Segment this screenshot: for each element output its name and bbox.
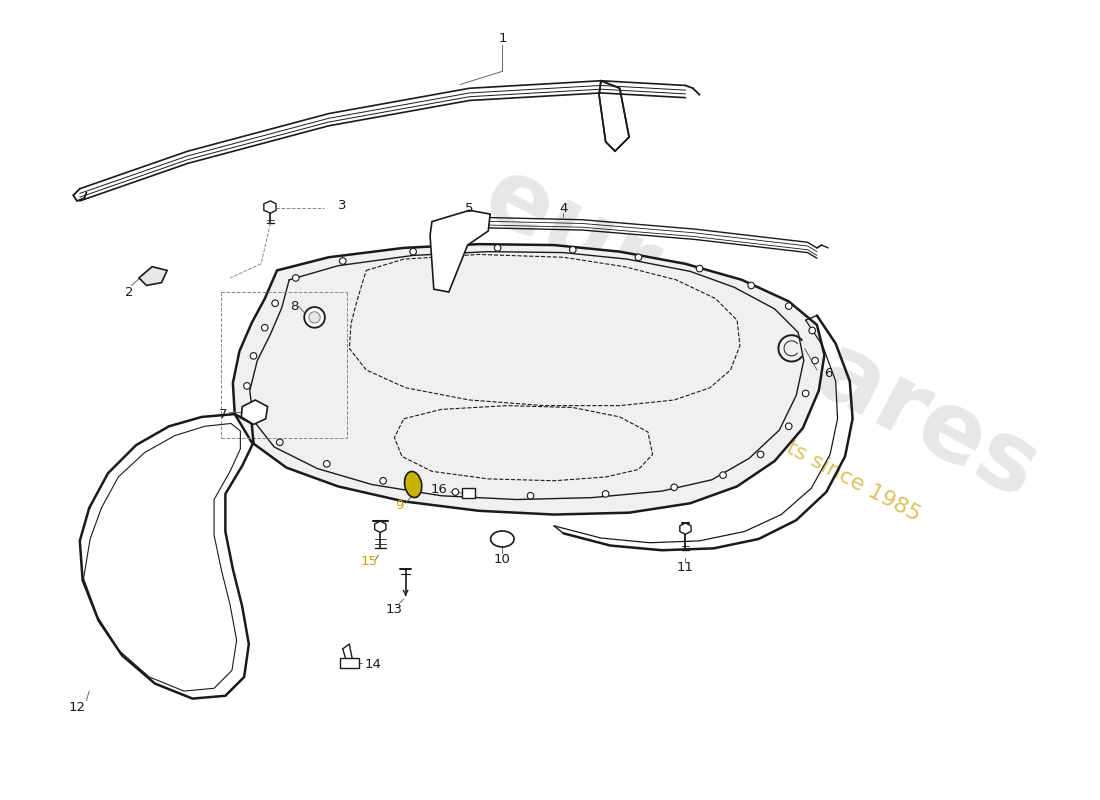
Text: 5: 5 [465,202,474,215]
Polygon shape [680,523,691,534]
Ellipse shape [252,414,258,420]
Ellipse shape [250,353,256,359]
Ellipse shape [603,490,609,497]
Ellipse shape [491,531,514,547]
Polygon shape [139,266,167,286]
Ellipse shape [719,472,726,478]
Polygon shape [241,400,267,425]
Ellipse shape [405,471,421,498]
Ellipse shape [808,327,815,334]
Text: 15: 15 [361,555,377,568]
Ellipse shape [276,439,283,446]
Ellipse shape [812,358,818,364]
Polygon shape [600,81,629,151]
Ellipse shape [309,312,320,323]
Ellipse shape [262,325,268,331]
Ellipse shape [272,300,278,306]
Text: 4: 4 [559,202,568,215]
Text: 9: 9 [395,498,404,512]
Text: 13: 13 [386,603,403,616]
Polygon shape [264,201,276,213]
Text: 11: 11 [676,561,694,574]
Polygon shape [233,244,824,514]
Text: 7: 7 [219,407,228,421]
Ellipse shape [635,254,641,261]
Ellipse shape [410,248,417,255]
Text: 16: 16 [431,482,448,496]
Ellipse shape [757,451,763,458]
Text: 6: 6 [824,367,833,380]
Text: 10: 10 [494,553,510,566]
Ellipse shape [340,258,346,264]
Polygon shape [340,658,359,668]
Ellipse shape [494,245,501,251]
Ellipse shape [323,461,330,467]
Ellipse shape [570,246,576,253]
Text: 3: 3 [338,199,346,212]
Text: 2: 2 [125,286,134,298]
Text: 14: 14 [364,658,382,671]
Text: 8: 8 [290,300,298,313]
Ellipse shape [452,489,459,495]
Text: eurospares: eurospares [468,149,1054,520]
Ellipse shape [244,382,250,390]
Ellipse shape [305,307,324,328]
Polygon shape [375,521,386,532]
Ellipse shape [748,282,755,289]
Text: 12: 12 [68,702,86,714]
Ellipse shape [527,493,534,499]
Ellipse shape [785,303,792,310]
Text: 1: 1 [498,32,507,45]
Text: a passion for parts since 1985: a passion for parts since 1985 [616,350,923,526]
Polygon shape [462,488,475,498]
Ellipse shape [785,423,792,430]
Ellipse shape [802,390,808,397]
Polygon shape [430,210,491,292]
Ellipse shape [293,274,299,282]
Ellipse shape [379,478,386,484]
Ellipse shape [696,266,703,272]
Ellipse shape [671,484,678,490]
